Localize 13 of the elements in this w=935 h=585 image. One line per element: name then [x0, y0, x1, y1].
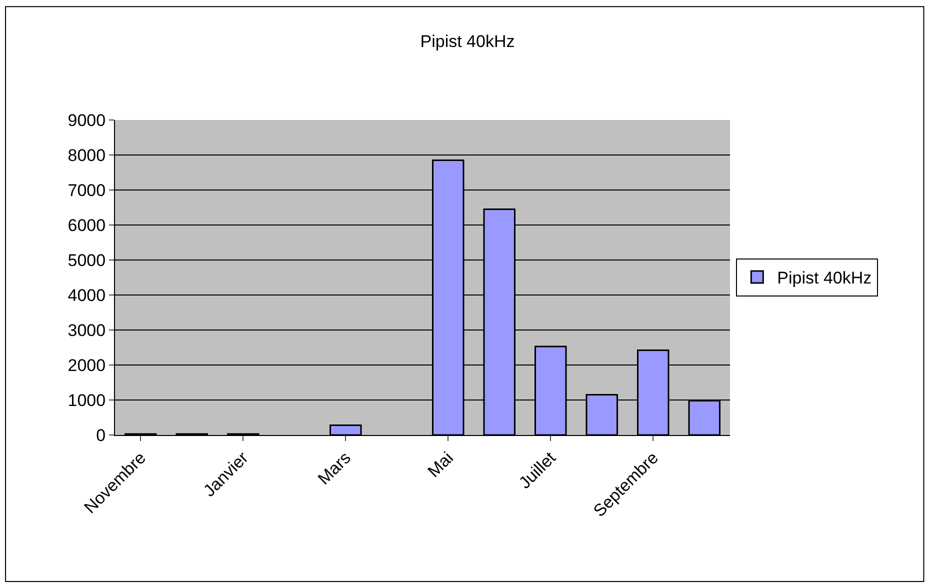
y-tick-label: 7000 — [68, 180, 106, 200]
y-tick-label: 4000 — [68, 286, 106, 305]
y-tick-label: 6000 — [68, 216, 106, 235]
y-tick-label: 2000 — [68, 356, 106, 375]
y-tick-label: 5000 — [68, 250, 106, 270]
legend-label: Pipist 40kHz — [777, 268, 872, 288]
chart-title: Pipist 40kHz — [420, 32, 515, 51]
x-tick-label: Mai — [424, 448, 457, 482]
y-tick-label: 0 — [96, 426, 106, 445]
y-tick-label: 3000 — [68, 320, 106, 340]
y-tick-label: 9000 — [68, 110, 106, 130]
y-tick-label: 1000 — [68, 390, 106, 410]
y-tick-label: 8000 — [68, 146, 106, 165]
